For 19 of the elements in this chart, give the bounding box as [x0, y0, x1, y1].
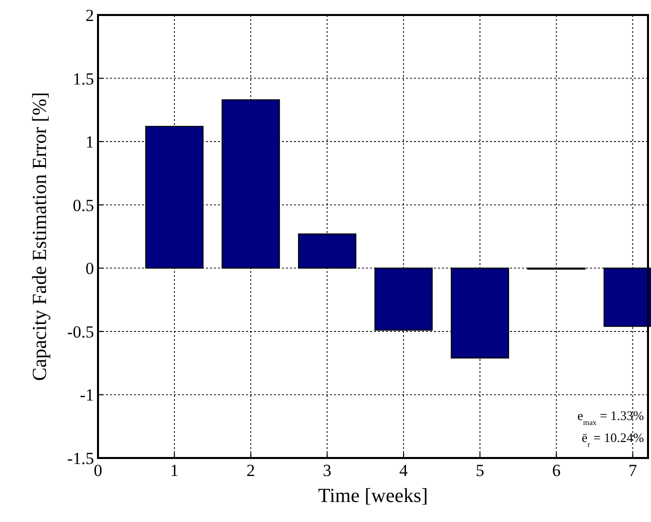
x-tick-label: 5: [476, 461, 484, 480]
x-tick-label: 1: [170, 461, 179, 480]
x-axis-title: Time [weeks]: [318, 485, 428, 507]
y-tick-label: -1: [80, 386, 94, 405]
y-axis-title: Capacity Fade Estimation Error [%]: [29, 92, 51, 381]
y-tick-label: 1.5: [72, 69, 94, 88]
y-tick-label: -1.5: [67, 449, 94, 468]
y-tick-label: -0.5: [67, 322, 94, 342]
x-tick-label: 2: [246, 461, 256, 480]
x-tick-label: 4: [399, 461, 408, 480]
x-tick-label: 6: [552, 461, 561, 480]
y-tick-label: 2: [86, 6, 94, 25]
annotation: ē$_{r}$ = 10.24%: [582, 430, 644, 448]
x-tick-label: 7: [628, 461, 638, 480]
x-tick-label: 3: [322, 461, 332, 480]
y-tick-label: 1: [86, 132, 94, 152]
annotation: e$_{max}$ = 1.33%: [577, 408, 644, 426]
y-tick-label: 0: [86, 259, 94, 278]
y-tick-label: 0.5: [72, 196, 94, 215]
